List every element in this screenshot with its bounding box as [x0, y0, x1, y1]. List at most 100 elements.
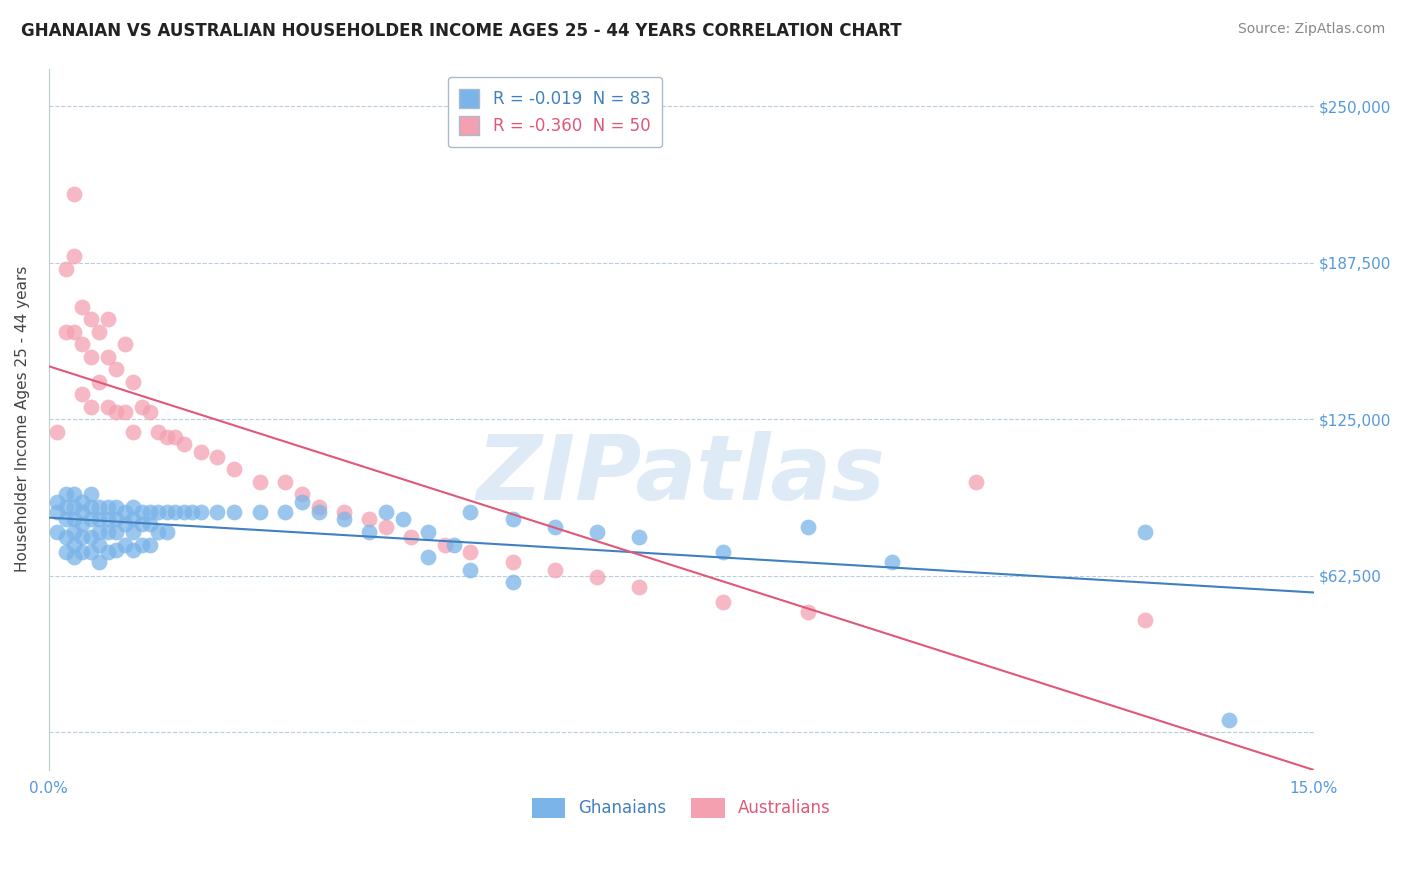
Point — [63, 325, 86, 339]
Point — [249, 475, 271, 489]
Point — [80, 530, 103, 544]
Point — [139, 537, 162, 551]
Point — [97, 512, 120, 526]
Point — [105, 512, 128, 526]
Point — [502, 512, 524, 526]
Text: Source: ZipAtlas.com: Source: ZipAtlas.com — [1237, 22, 1385, 37]
Point — [63, 249, 86, 263]
Point — [1218, 713, 1240, 727]
Point — [114, 505, 136, 519]
Point — [173, 437, 195, 451]
Point — [544, 563, 567, 577]
Point — [63, 487, 86, 501]
Point — [418, 549, 440, 564]
Point — [797, 520, 820, 534]
Point — [55, 262, 77, 277]
Point — [139, 517, 162, 532]
Point — [375, 520, 398, 534]
Point — [114, 517, 136, 532]
Point — [105, 524, 128, 539]
Point — [72, 530, 94, 544]
Point — [207, 450, 229, 464]
Point — [434, 537, 457, 551]
Point — [224, 505, 246, 519]
Point — [80, 487, 103, 501]
Point — [97, 524, 120, 539]
Point — [139, 405, 162, 419]
Point — [359, 512, 381, 526]
Point — [274, 505, 297, 519]
Point — [80, 400, 103, 414]
Point — [274, 475, 297, 489]
Point — [122, 500, 145, 514]
Point — [89, 555, 111, 569]
Point — [114, 405, 136, 419]
Point — [63, 500, 86, 514]
Point — [797, 605, 820, 619]
Point — [63, 549, 86, 564]
Point — [713, 595, 735, 609]
Point — [55, 487, 77, 501]
Point — [80, 350, 103, 364]
Point — [46, 505, 69, 519]
Point — [72, 545, 94, 559]
Point — [80, 512, 103, 526]
Point — [628, 530, 651, 544]
Point — [63, 524, 86, 539]
Point — [460, 545, 482, 559]
Point — [207, 505, 229, 519]
Point — [190, 505, 212, 519]
Point — [122, 542, 145, 557]
Point — [156, 505, 179, 519]
Point — [122, 512, 145, 526]
Point — [63, 512, 86, 526]
Point — [713, 545, 735, 559]
Point — [131, 517, 153, 532]
Point — [131, 400, 153, 414]
Text: GHANAIAN VS AUSTRALIAN HOUSEHOLDER INCOME AGES 25 - 44 YEARS CORRELATION CHART: GHANAIAN VS AUSTRALIAN HOUSEHOLDER INCOM… — [21, 22, 901, 40]
Point — [97, 545, 120, 559]
Point — [89, 375, 111, 389]
Point — [122, 425, 145, 439]
Point — [131, 505, 153, 519]
Point — [165, 430, 187, 444]
Point — [586, 524, 609, 539]
Point — [55, 325, 77, 339]
Point — [156, 430, 179, 444]
Point — [1133, 613, 1156, 627]
Point — [165, 505, 187, 519]
Point — [1133, 524, 1156, 539]
Point — [401, 530, 423, 544]
Point — [148, 524, 170, 539]
Point — [460, 505, 482, 519]
Point — [72, 387, 94, 401]
Point — [55, 500, 77, 514]
Point — [333, 512, 356, 526]
Legend: Ghanaians, Australians: Ghanaians, Australians — [524, 791, 838, 825]
Point — [502, 555, 524, 569]
Point — [55, 545, 77, 559]
Point — [181, 505, 204, 519]
Point — [392, 512, 415, 526]
Point — [131, 537, 153, 551]
Point — [156, 524, 179, 539]
Point — [418, 524, 440, 539]
Point — [224, 462, 246, 476]
Point — [586, 570, 609, 584]
Point — [139, 505, 162, 519]
Point — [89, 524, 111, 539]
Point — [628, 580, 651, 594]
Point — [375, 505, 398, 519]
Point — [97, 350, 120, 364]
Point — [460, 563, 482, 577]
Point — [333, 505, 356, 519]
Point — [89, 500, 111, 514]
Point — [291, 487, 314, 501]
Point — [55, 530, 77, 544]
Point — [308, 500, 330, 514]
Point — [72, 495, 94, 509]
Point — [72, 300, 94, 314]
Point — [89, 512, 111, 526]
Point — [89, 325, 111, 339]
Point — [80, 545, 103, 559]
